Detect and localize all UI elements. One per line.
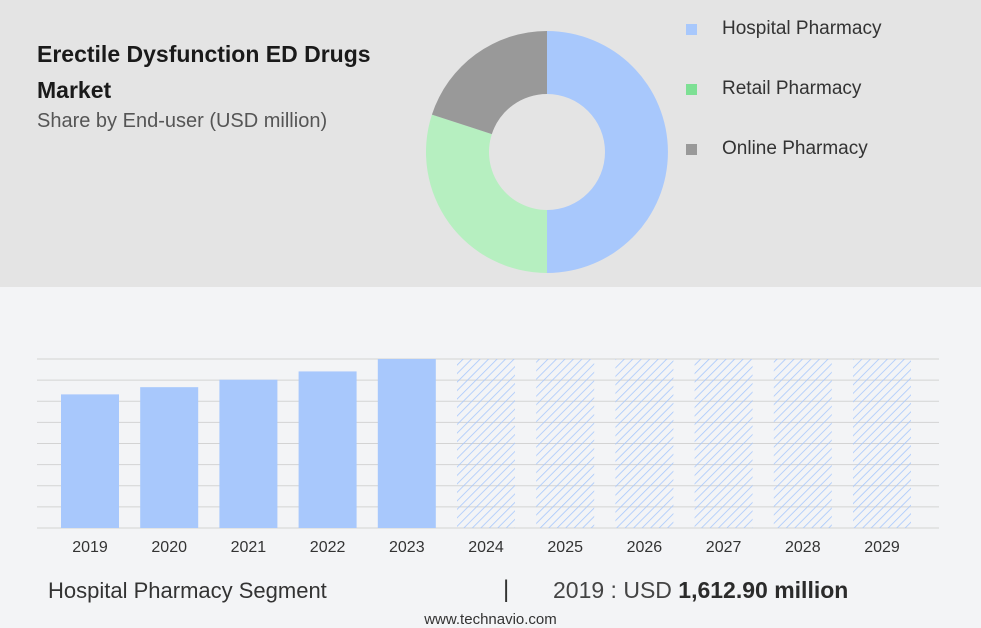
- chart-subtitle: Share by End-user (USD million): [37, 110, 328, 132]
- source-url: www.technavio.com: [424, 611, 557, 628]
- footer-value-amount: 1,612.90 million: [678, 577, 849, 603]
- bar-forecast-2024: [457, 359, 515, 528]
- legend-label-retail-pharmacy: Retail Pharmacy: [722, 78, 862, 99]
- legend-item-hospital-pharmacy: Hospital Pharmacy: [686, 17, 881, 41]
- bar-2020: [140, 387, 199, 528]
- legend-label-hospital-pharmacy: Hospital Pharmacy: [722, 18, 882, 39]
- bar-2023: [377, 359, 436, 528]
- bar-forecast-2029: [853, 359, 911, 528]
- bar-forecast-2026: [615, 359, 674, 528]
- donut-chart: [426, 31, 668, 273]
- footer-segment-label: Hospital Pharmacy Segment: [48, 578, 327, 603]
- x-tick-label: 2023: [389, 539, 425, 556]
- x-tick-label: 2025: [547, 539, 583, 556]
- x-tick-label: 2019: [72, 539, 108, 556]
- footer-year-label: 2019 : USD: [553, 577, 679, 603]
- x-tick-label: 2026: [627, 539, 663, 556]
- x-tick-label: 2027: [706, 539, 742, 556]
- legend-label-online-pharmacy: Online Pharmacy: [722, 138, 868, 159]
- legend-swatch-retail-pharmacy: [686, 83, 697, 95]
- legend-item-online-pharmacy: Online Pharmacy: [686, 137, 868, 161]
- bar-2021: [219, 379, 278, 528]
- x-tick-label: 2028: [785, 539, 821, 556]
- x-tick-label: 2029: [864, 539, 900, 556]
- legend-swatch-online-pharmacy: [686, 143, 697, 155]
- x-tick-label: 2021: [231, 539, 267, 556]
- legend-item-retail-pharmacy: Retail Pharmacy: [686, 77, 861, 101]
- bar-forecast-2025: [536, 359, 595, 528]
- x-tick-label: 2024: [468, 539, 504, 556]
- donut-slice-online-pharmacy: [431, 31, 547, 135]
- legend-swatch-hospital-pharmacy: [686, 23, 697, 35]
- chart-title: Erectile Dysfunction ED Drugs Market: [37, 41, 371, 103]
- x-tick-label: 2022: [310, 539, 346, 556]
- donut-slice-hospital-pharmacy: [547, 31, 668, 273]
- bar-2022: [298, 371, 357, 528]
- bar-2019: [61, 394, 119, 528]
- bar-forecast-2028: [773, 359, 832, 528]
- x-tick-label: 2020: [151, 539, 187, 556]
- bar-chart: 2019 2020 2021 2022 2023 2024 2025 2026 2027 2028…: [37, 358, 939, 556]
- footer-divider: |: [503, 576, 510, 603]
- donut-slice-retail-pharmacy: [426, 114, 547, 273]
- footer-value: 2019 : USD 1,612.90 million: [553, 577, 848, 604]
- bar-forecast-2027: [694, 359, 753, 528]
